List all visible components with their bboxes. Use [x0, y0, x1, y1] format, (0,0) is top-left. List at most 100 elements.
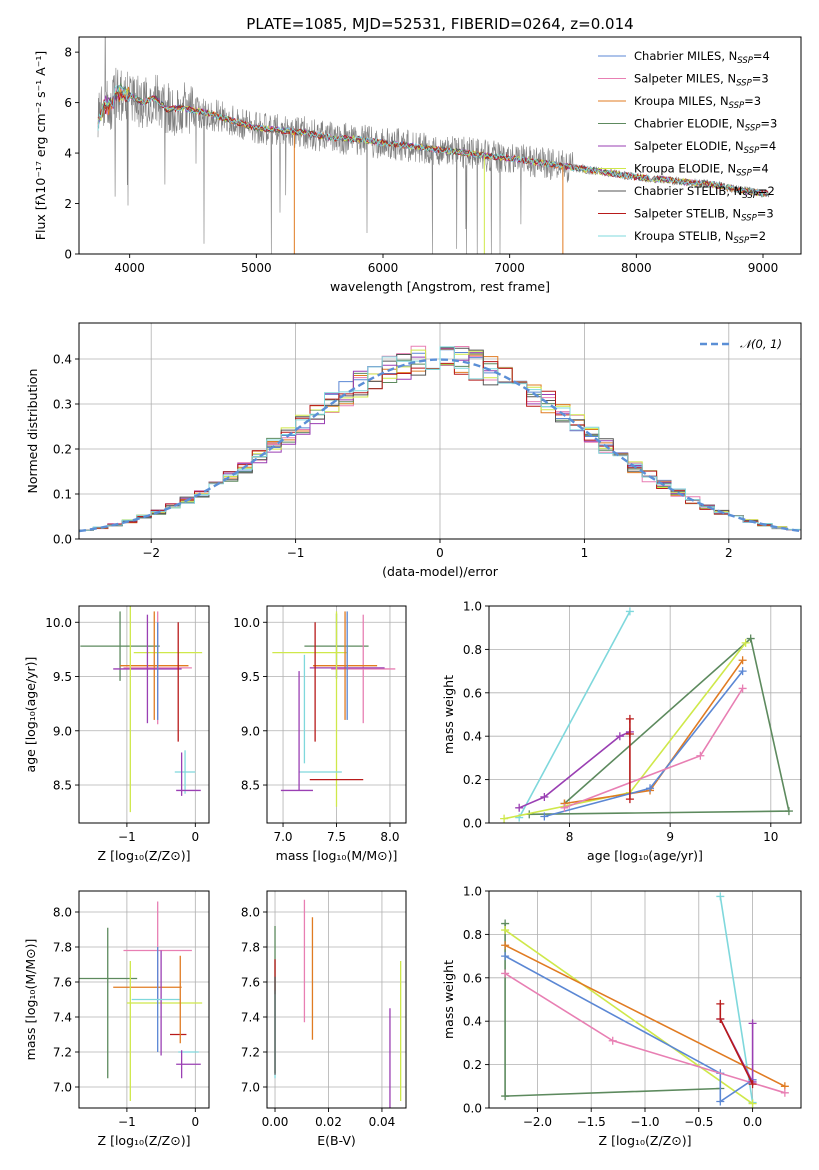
spectrum-xlabel: wavelength [Angstrom, rest frame] [330, 279, 550, 294]
spectrum-model-salpeter-stelib [97, 91, 769, 197]
residuals-xtick-label: 1 [581, 546, 589, 560]
mass-vs-ebv-ytick-label: 7.8 [241, 941, 260, 955]
weight-vs-z-line-kroupa-elodie [504, 929, 754, 1105]
weight-vs-z-marker-chabrier-elodie [501, 1092, 510, 1101]
weight-vs-age-marker-chabrier-elodie [784, 807, 793, 816]
legend-label-chabrier-stelib: Chabrier STELIB, NSSP=2 [634, 184, 775, 201]
mass-vs-z-ytick-label: 7.8 [53, 941, 72, 955]
mass-vs-ebv-xtick-label: 0.00 [262, 1115, 289, 1129]
residuals-xtick-label: −1 [287, 546, 305, 560]
residuals-ylabel: Normed distribution [25, 369, 40, 494]
weight-vs-z-ytick-label: 1.0 [463, 885, 482, 899]
age-vs-z-axes: −1 0 8.5 9.0 9.5 10.0 Z [log₁₀(Z/Z⊙)] age [log₁… [23, 606, 209, 863]
age-vs-mass-ytick-label: 9.0 [241, 724, 260, 738]
age-vs-mass-ytick-label: 10.0 [233, 616, 260, 630]
spectrum-xtick-label: 4000 [114, 261, 145, 275]
weight-vs-z-marker-salpeter-elodie [748, 1019, 757, 1028]
residuals-xtick-label: 0 [436, 546, 444, 560]
weight-vs-age-line-chabrier-elodie [529, 636, 790, 816]
weight-vs-z-marker-kroupa-miles [501, 941, 510, 950]
mass-vs-ebv-ytick-label: 7.2 [241, 1046, 260, 1060]
legend-label-kroupa-elodie: Kroupa ELODIE, NSSP=4 [634, 162, 769, 179]
weight-vs-age-ytick-label: 0.2 [463, 773, 482, 787]
age-vs-z-point-salpeter-elodie [113, 614, 182, 724]
age-vs-z-ytick-label: 9.5 [53, 670, 72, 684]
age-vs-z-ytick-label: 9.0 [53, 724, 72, 738]
weight-vs-age-ytick-label: 0.8 [463, 643, 482, 657]
weight-vs-z-line-kroupa-stelib [719, 896, 754, 1103]
spectrum-xtick-label: 7000 [494, 261, 525, 275]
weight-vs-age-marker-salpeter-miles [738, 684, 747, 693]
figure-title: PLATE=1085, MJD=52531, FIBERID=0264, z=0… [246, 15, 633, 33]
mass-vs-z-ytick-label: 7.4 [53, 1011, 72, 1025]
mass-vs-z-ytick-label: 8.0 [53, 906, 72, 920]
mass-vs-z-frame [78, 890, 210, 1109]
residuals-ytick-label: 0.2 [53, 443, 72, 457]
weight-vs-age-ytick-label: 1.0 [463, 600, 482, 614]
weight-vs-age-ytick-label: 0.4 [463, 730, 482, 744]
age-vs-z-xlabel: Z [log₁₀(Z/Z⊙)] [98, 848, 191, 863]
mass-vs-ebv-ytick-label: 8.0 [241, 906, 260, 920]
residuals-xlabel: (data-model)/error [382, 564, 499, 579]
weight-vs-age-ytick-label: 0.6 [463, 686, 482, 700]
mass-vs-z-ytick-label: 7.0 [53, 1081, 72, 1095]
legend-label-chabrier-elodie: Chabrier ELODIE, NSSP=3 [634, 117, 777, 134]
spectrum-xtick-label: 8000 [621, 261, 652, 275]
weight-vs-z-marker-salpeter-miles [780, 1088, 789, 1097]
age-vs-mass-frame [266, 605, 407, 824]
age-vs-mass-xlabel: mass [log₁₀(M/M⊙)] [276, 848, 398, 863]
weight-vs-age-marker-chabrier-miles [646, 784, 655, 793]
weight-vs-age-line-kroupa-stelib [518, 611, 631, 818]
weight-vs-z-ytick-label: 0.4 [463, 1015, 482, 1029]
legend-label-kroupa-miles: Kroupa MILES, NSSP=3 [634, 94, 761, 111]
weight-vs-age-frame [488, 605, 802, 824]
age-vs-mass-xtick-label: 8.0 [380, 830, 399, 844]
spectrum-model-kroupa-stelib [97, 84, 769, 197]
weight-vs-age-marker-salpeter-elodie [540, 792, 549, 801]
gaussian-curve [79, 358, 801, 533]
residuals-ytick-label: 0.0 [53, 533, 72, 547]
weight-vs-age-ylabel: mass weight [441, 675, 456, 754]
weight-vs-z-line-chabrier-miles [504, 955, 754, 1104]
weight-vs-z-marker-kroupa-elodie [501, 926, 510, 935]
weight-vs-z-marker-kroupa-elodie [748, 1099, 757, 1108]
mass-vs-z-xtick-label: 0 [191, 1115, 199, 1129]
weight-vs-z-xtick-label: −2.0 [523, 1115, 552, 1129]
residuals-ytick-label: 0.4 [53, 353, 72, 367]
weight-vs-z-xlabel: Z [log₁₀(Z/Z⊙)] [599, 1133, 692, 1148]
age-vs-z-ylabel: age [log₁₀(age/yr)] [23, 657, 38, 773]
residuals-xtick-label: −2 [142, 546, 160, 560]
weight-vs-age-marker-salpeter-elodie [515, 803, 524, 812]
mass-vs-ebv-axes: 0.00 0.02 0.04 7.0 7.2 7.4 7.6 7.8 8.0 E(B-V) [241, 891, 406, 1148]
mass-vs-ebv-xlabel: E(B-V) [317, 1133, 356, 1148]
residuals-frame [78, 322, 802, 540]
weight-vs-z-xtick-label: 0.0 [743, 1115, 762, 1129]
mass-vs-z-ylabel: mass [log₁₀(M/M⊙)] [23, 939, 38, 1061]
weight-vs-age-marker-salpeter-miles [560, 803, 569, 812]
weight-vs-z-marker-chabrier-miles [501, 952, 510, 961]
weight-vs-z-ytick-label: 0.0 [463, 1102, 482, 1116]
weight-vs-age-marker-salpeter-stelib [625, 714, 634, 723]
weight-vs-age-xtick-label: 10 [763, 830, 778, 844]
spectrum-ytick-label: 0 [64, 248, 72, 262]
weight-vs-z-marker-salpeter-stelib [716, 1015, 725, 1024]
weight-vs-age-line-salpeter-elodie [518, 731, 631, 809]
weight-vs-z-xtick-label: −1.5 [577, 1115, 606, 1129]
weight-vs-z-frame [488, 890, 802, 1109]
mass-vs-ebv-xtick-label: 0.02 [315, 1115, 342, 1129]
weight-vs-z-ytick-label: 0.6 [463, 971, 482, 985]
spectrum-xtick-label: 9000 [748, 261, 779, 275]
spectrum-ytick-label: 4 [64, 147, 72, 161]
legend-label-chabrier-miles: Chabrier MILES, NSSP=4 [634, 49, 770, 66]
spectrum-axes: 4000 5000 6000 7000 8000 9000 0 2 4 6 8 wavelength … [33, 46, 778, 294]
spectrum-ylabel: Flux [fλ10⁻¹⁷ erg cm⁻² s⁻¹ A⁻¹] [33, 51, 48, 240]
weight-vs-age-marker-chabrier-elodie [746, 634, 755, 643]
age-vs-mass-xtick-label: 7.0 [273, 830, 292, 844]
weight-vs-age-marker-salpeter-elodie [615, 732, 624, 741]
weight-vs-z-marker-salpeter-miles [501, 969, 510, 978]
spectrum-frame [78, 36, 802, 255]
weight-vs-age-marker-kroupa-miles [738, 656, 747, 665]
weight-vs-z-marker-chabrier-miles [716, 1097, 725, 1106]
age-vs-z-ytick-label: 8.5 [53, 779, 72, 793]
mass-vs-z-axes: −1 0 7.0 7.2 7.4 7.6 7.8 8.0 Z [log₁₀(Z/Z⊙)] mass… [23, 891, 209, 1148]
